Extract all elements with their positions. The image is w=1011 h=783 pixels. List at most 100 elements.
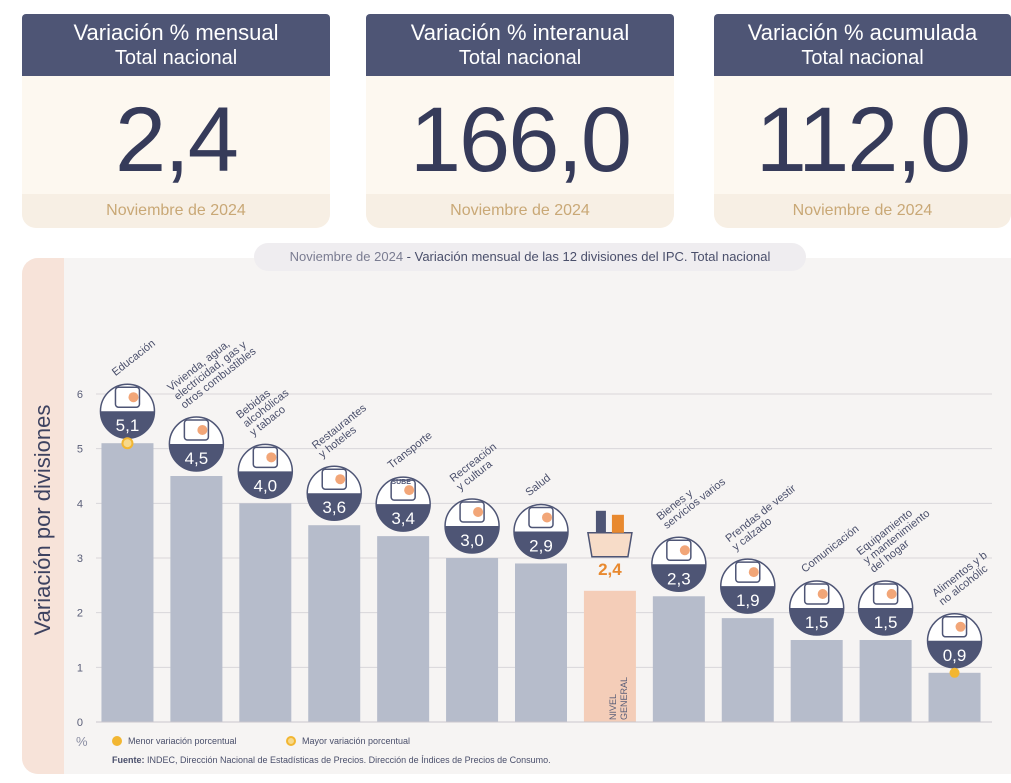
bar [515,563,567,722]
category-label: Equipamientoy mantenimientodel hogar [855,499,940,575]
value-label: 1,5 [805,613,829,632]
value-badge-fill [169,444,224,471]
bag-item [611,514,624,533]
max-dot-icon [286,736,296,746]
bar [239,503,292,722]
value-label: 4,5 [185,449,209,468]
category-label: Salud [523,472,553,499]
kpi-title: Variación % interanual [410,20,630,45]
category-label: Transporte [386,430,435,472]
y-tick-label: 5 [77,444,83,456]
bar [928,672,981,722]
value-label: 2,9 [529,536,553,555]
min-marker [949,667,960,678]
kpi-body: 112,0 Noviembre de 2024 [714,76,1011,228]
kpi-date: Noviembre de 2024 [22,194,330,228]
source-note: Fuente: INDEC, Dirección Nacional de Est… [112,755,551,765]
icon-accent [542,512,552,523]
source-text: INDEC, Dirección Nacional de Estadística… [144,755,551,765]
value-badge-fill [376,504,431,532]
chart-subtitle: Noviembre de 2024 - Variación mensual de… [254,243,806,271]
category-label: Comunicación [799,523,861,575]
min-dot-icon [112,736,122,746]
bar [790,640,843,722]
bag-item [595,510,606,533]
legend-max: Mayor variación porcentual [286,736,410,746]
chart-subtitle-date: Noviembre de 2024 [289,249,404,264]
kpi-subtitle: Total nacional [114,47,238,69]
value-badge-fill [445,526,500,553]
value-label: 3,0 [460,531,484,550]
category-label: NIVELGENERAL [608,677,629,720]
kpi-body: 166,0 Noviembre de 2024 [366,76,674,228]
legend-min-label: Menor variación porcentual [128,736,237,746]
bar [583,590,636,722]
bar [446,558,499,722]
kpi-subtitle: Total nacional [458,47,582,69]
value-badge-fill [514,531,568,559]
value-label: 1,5 [874,613,898,632]
bar [859,640,912,722]
y-tick-label: 1 [77,662,83,674]
kpi-subtitle: Total nacional [801,47,924,69]
bar [101,443,154,722]
chart-subtitle-text: - Variación mensual de las 12 divisiones… [403,249,771,264]
kpi-title: Variación % mensual [73,20,279,45]
bar [170,476,223,722]
value-badge-fill [720,586,775,614]
bar [721,618,774,722]
kpi-value: 112,0 [755,89,971,191]
kpi-date: Noviembre de 2024 [714,194,1011,228]
y-tick-label: 6 [77,389,83,401]
icon-accent [679,545,690,556]
icon-accent [748,567,759,578]
y-tick-label: 2 [77,608,83,620]
legend-min: Menor variación porcentual [112,736,237,746]
kpi-card-yearly: Variación % interanual Total nacional 16… [366,14,674,228]
kpi-body: 2,4 Noviembre de 2024 [22,76,330,228]
icon-accent [404,485,415,496]
kpi-card-accumulated: Variación % acumulada Total nacional 112… [714,14,1011,228]
y-tick-label: 3 [77,553,83,565]
category-label: Vivienda, agua,electricidad, gas yotros … [165,328,259,412]
category-label: Bebidasalcohólicasy tabaco [234,378,298,439]
value-label: 3,4 [391,509,415,528]
card-text: SUBE [391,479,411,486]
kpi-date: Noviembre de 2024 [366,194,674,228]
value-badge-fill [789,608,844,635]
kpi-value: 166,0 [409,89,632,191]
icon-accent [955,621,966,632]
kpi-header: Variación % interanual Total nacional [366,14,674,76]
unit-label: % [76,734,88,749]
value-label: 2,4 [598,560,622,579]
icon-accent [817,589,828,599]
category-label: Educación [110,337,158,378]
value-badge-fill [100,411,155,439]
y-tick-label: 4 [77,498,83,510]
legend-max-label: Mayor variación porcentual [302,736,411,746]
value-badge-fill [927,640,982,668]
kpi-value: 2,4 [115,89,239,191]
kpi-header: Variación % mensual Total nacional [22,14,330,76]
shopping-bag-icon [587,532,633,558]
value-label: 3,6 [322,498,346,517]
books-icon [114,386,141,408]
bar [377,536,430,722]
icon-accent [128,392,139,403]
value-label: 4,0 [253,476,277,495]
value-label: 5,1 [116,416,140,435]
kpi-header: Variación % acumulada Total nacional [714,14,1011,76]
value-badge-fill [651,564,706,592]
icon-accent [266,452,277,463]
value-badge-fill [307,493,362,521]
category-label: Bienes yservicios varios [655,467,729,532]
icon-accent [473,507,484,517]
value-label: 0,9 [943,646,967,665]
value-badge-fill [858,608,913,635]
icon-accent [197,425,208,435]
y-tick-label: 0 [77,717,83,729]
icon-accent [886,589,897,599]
source-label: Fuente: [112,755,145,765]
category-label: Prendas de vestiry calzado [723,482,805,553]
